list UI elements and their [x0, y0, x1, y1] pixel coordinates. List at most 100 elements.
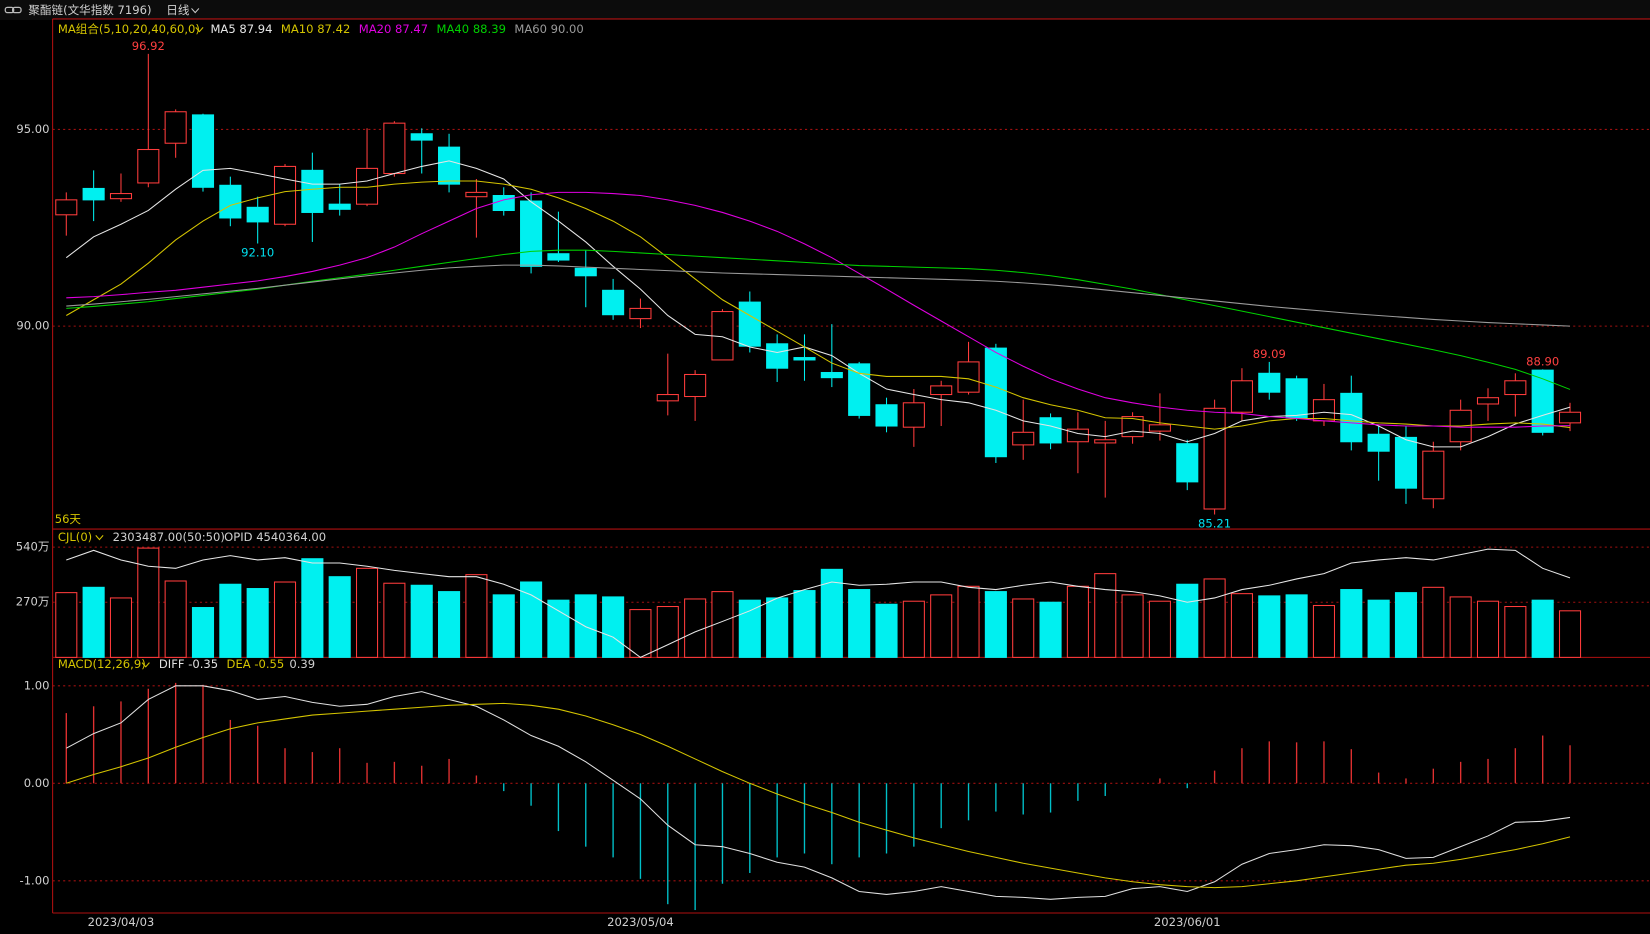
volume-bar: [684, 598, 707, 658]
high-label: 88.90: [1526, 355, 1559, 369]
volume-bar: [1531, 599, 1554, 658]
volume-bar: [137, 547, 160, 658]
volume-bar: [164, 580, 187, 658]
volume-bar: [957, 585, 980, 658]
candle-body: [848, 363, 871, 416]
candle-body: [246, 206, 269, 223]
candle-body: [164, 111, 187, 144]
volume-bar: [1039, 601, 1062, 658]
candle-body: [656, 394, 679, 402]
chevron[interactable]: [141, 662, 150, 668]
candle-body: [273, 165, 297, 225]
candle-body: [1558, 411, 1582, 424]
candle-body: [1230, 380, 1253, 413]
candle-body: [574, 267, 597, 277]
candle-body: [191, 114, 215, 188]
volume-bar: [355, 567, 379, 658]
candle-body: [55, 199, 78, 216]
candle-body: [1258, 372, 1281, 393]
candle-body: [875, 404, 898, 427]
volume-title[interactable]: CJL(0): [58, 530, 92, 544]
volume-bar: [1422, 586, 1445, 658]
period[interactable]: 日线: [166, 3, 190, 17]
y-tick-label: 270万: [16, 595, 50, 609]
macd-title[interactable]: MACD(12,26,9): [58, 657, 146, 671]
volume-bar: [766, 597, 789, 658]
volume-bar: [656, 605, 679, 658]
volume-bar: [1312, 604, 1336, 658]
volume-bar: [902, 600, 925, 658]
volume-bar: [547, 599, 570, 658]
candle-body: [1340, 392, 1363, 443]
volume-bar: [1504, 605, 1527, 658]
y-tick-label: -1.00: [20, 873, 50, 887]
volume-bar: [1176, 583, 1199, 658]
volume-bar: [191, 607, 215, 658]
volume-bar: [1230, 593, 1253, 658]
volume-bar: [1476, 600, 1500, 658]
ma-line: [66, 249, 1571, 390]
volume-bar: [738, 599, 761, 658]
candle-body: [1012, 431, 1035, 446]
x-tick-label: 2023/06/01: [1154, 915, 1221, 929]
candle-body: [1039, 417, 1062, 444]
candle-body: [820, 371, 843, 379]
volume-bar: [875, 603, 898, 658]
legend-entry: MA60 90.00: [514, 22, 583, 36]
volume-bar: [301, 558, 324, 658]
chevron[interactable]: [191, 8, 200, 14]
y-tick-label: 95.00: [16, 122, 49, 136]
low-label: 92.10: [241, 245, 274, 259]
volume-bar: [273, 581, 297, 658]
legend-entry: MA40 88.39: [437, 22, 506, 36]
volume-info: 2303487.00(50:50): [113, 530, 225, 544]
volume-bar: [55, 592, 78, 658]
volume-bar: [328, 576, 351, 658]
volume-bar: [1121, 594, 1144, 658]
title-bar: [0, 0, 1650, 20]
volume-bar: [1094, 573, 1117, 658]
candle-body: [109, 193, 133, 200]
volume-bar: [711, 591, 734, 658]
candle-body: [902, 402, 925, 428]
legend-entry: MA5 87.94: [210, 22, 272, 36]
volume-bar: [1394, 592, 1418, 658]
candle-body: [984, 347, 1007, 458]
y-tick-label: 540万: [16, 540, 50, 554]
candle-body: [629, 307, 652, 320]
candle-body: [1148, 424, 1171, 432]
y-tick-label: 90.00: [16, 319, 49, 333]
volume-bar: [1285, 594, 1308, 658]
candle-body: [602, 289, 625, 316]
volume-bar: [438, 591, 461, 658]
candle-body: [1312, 399, 1336, 422]
candle-body: [219, 184, 242, 219]
ma-title[interactable]: MA组合(5,10,20,40,60,0): [58, 22, 200, 36]
candle-body: [1531, 369, 1554, 433]
high-label: 89.09: [1253, 347, 1286, 361]
candle-body: [492, 195, 515, 212]
candle-body: [1394, 436, 1418, 489]
ma-line: [65, 160, 1571, 448]
candle-body: [520, 200, 543, 267]
chevron[interactable]: [95, 535, 104, 541]
candle-body: [438, 146, 461, 185]
legend-entry: DEA -0.55: [227, 657, 285, 671]
volume-bar: [492, 594, 515, 658]
volume-bar: [1258, 595, 1281, 658]
volume-bar: [820, 568, 843, 658]
macd-line: [66, 702, 1571, 889]
ma-line: [66, 191, 1571, 428]
y-tick-label: 1.00: [24, 678, 50, 692]
volume-bar: [629, 609, 652, 658]
candle-body: [930, 385, 953, 396]
chevron[interactable]: [195, 27, 204, 33]
ma-line: [66, 180, 1571, 430]
legend-entry: MA10 87.42: [281, 22, 350, 36]
candle-body: [684, 373, 707, 398]
candle-body: [465, 191, 488, 198]
x-tick-label: 2023/05/04: [607, 915, 674, 929]
volume-bar: [602, 596, 625, 658]
